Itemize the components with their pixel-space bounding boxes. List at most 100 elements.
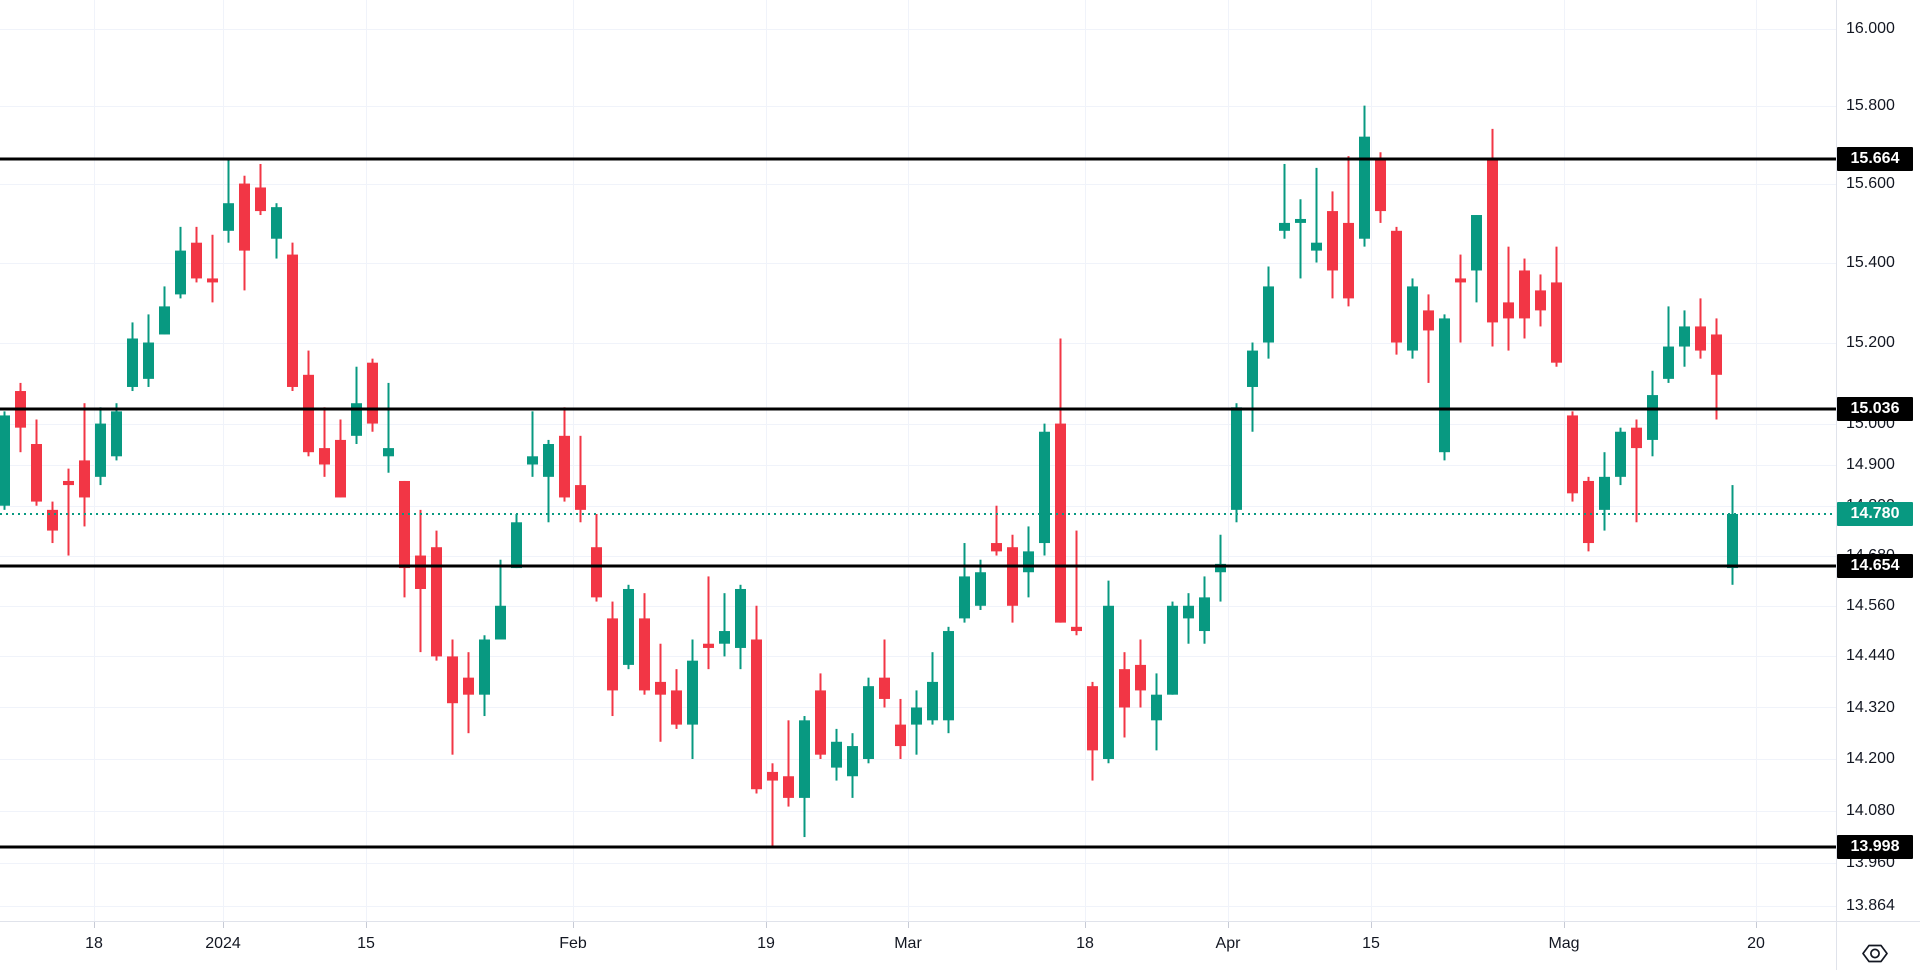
candle-body[interactable] <box>703 643 714 648</box>
candle-body[interactable] <box>463 677 474 695</box>
candle-body[interactable] <box>31 444 42 502</box>
candle-body[interactable] <box>159 306 170 335</box>
candle-body[interactable] <box>383 448 394 457</box>
candle-body[interactable] <box>1231 407 1242 510</box>
candle-body[interactable] <box>687 660 698 725</box>
candle-body[interactable] <box>127 338 138 387</box>
candle-body[interactable] <box>863 686 874 759</box>
candle-body[interactable] <box>1135 664 1146 691</box>
candle-body[interactable] <box>63 480 74 486</box>
candle-body[interactable] <box>1535 290 1546 311</box>
candle-body[interactable] <box>351 403 362 436</box>
candle-body[interactable] <box>815 690 826 755</box>
candle-body[interactable] <box>783 776 794 798</box>
candle-body[interactable] <box>1295 218 1306 223</box>
candle-body[interactable] <box>431 547 442 657</box>
candle-body[interactable] <box>367 362 378 424</box>
candle-body[interactable] <box>1407 286 1418 351</box>
candle-body[interactable] <box>1631 427 1642 449</box>
candle-body[interactable] <box>1359 136 1370 239</box>
candle-body[interactable] <box>959 576 970 619</box>
candle-body[interactable] <box>495 605 506 640</box>
candle-body[interactable] <box>1215 563 1226 573</box>
candle-body[interactable] <box>1519 270 1530 319</box>
candle-body[interactable] <box>623 588 634 665</box>
candle-body[interactable] <box>1391 230 1402 343</box>
candle-body[interactable] <box>1599 476 1610 510</box>
candle-body[interactable] <box>143 342 154 379</box>
candle-body[interactable] <box>1343 222 1354 299</box>
candle-body[interactable] <box>831 741 842 768</box>
candle-body[interactable] <box>1551 282 1562 363</box>
candlestick-chart-plot[interactable] <box>0 0 1836 921</box>
candle-body[interactable] <box>751 639 762 790</box>
price-scale-settings-icon[interactable] <box>1860 942 1890 965</box>
candle-body[interactable] <box>895 724 906 747</box>
candle-body[interactable] <box>1583 480 1594 544</box>
candle-body[interactable] <box>1727 513 1738 569</box>
candle-body[interactable] <box>575 485 586 510</box>
candle-body[interactable] <box>399 480 410 569</box>
candle-body[interactable] <box>1247 350 1258 387</box>
candle-body[interactable] <box>479 639 490 695</box>
candle-body[interactable] <box>303 374 314 453</box>
candle-body[interactable] <box>1007 547 1018 606</box>
candle-body[interactable] <box>1375 160 1386 212</box>
candle-body[interactable] <box>287 254 298 387</box>
candle-body[interactable] <box>0 415 10 506</box>
candle-body[interactable] <box>1055 423 1066 623</box>
candle-body[interactable] <box>1103 605 1114 759</box>
candle-body[interactable] <box>655 681 666 695</box>
price-scale-axis[interactable]: 14.80014.68016.00015.80015.60015.40015.2… <box>1836 0 1920 921</box>
time-scale-axis[interactable]: 18 2024 15 Feb 19 Mar 18 Apr 15 Mag 20 <box>0 921 1836 970</box>
candle-body[interactable] <box>1039 431 1050 544</box>
candle-body[interactable] <box>1279 222 1290 231</box>
candle-body[interactable] <box>1119 669 1130 708</box>
candle-body[interactable] <box>847 746 858 777</box>
candle-body[interactable] <box>1647 395 1658 440</box>
candle-body[interactable] <box>639 618 650 691</box>
candle-body[interactable] <box>1183 605 1194 619</box>
candle-body[interactable] <box>559 435 570 498</box>
candle-body[interactable] <box>943 631 954 721</box>
candle-body[interactable] <box>1151 694 1162 721</box>
candle-body[interactable] <box>1711 334 1722 375</box>
candle-body[interactable] <box>47 509 58 531</box>
candle-body[interactable] <box>1503 302 1514 319</box>
candle-body[interactable] <box>591 547 602 598</box>
candle-body[interactable] <box>1679 326 1690 347</box>
candle-body[interactable] <box>1487 160 1498 323</box>
candle-body[interactable] <box>415 555 426 589</box>
candle-body[interactable] <box>335 439 346 498</box>
candle-body[interactable] <box>1663 346 1674 379</box>
candle-body[interactable] <box>191 242 202 279</box>
candle-body[interactable] <box>799 720 810 798</box>
candle-body[interactable] <box>1263 286 1274 343</box>
candle-body[interactable] <box>1455 278 1466 283</box>
candle-body[interactable] <box>511 522 522 569</box>
candle-body[interactable] <box>1567 415 1578 494</box>
candle-body[interactable] <box>239 183 250 251</box>
candle-body[interactable] <box>1423 310 1434 331</box>
candle-body[interactable] <box>879 677 890 699</box>
candle-body[interactable] <box>671 690 682 725</box>
candle-body[interactable] <box>911 707 922 725</box>
candle-body[interactable] <box>543 444 554 477</box>
candle-body[interactable] <box>223 203 234 231</box>
candle-body[interactable] <box>607 618 618 691</box>
candle-body[interactable] <box>527 456 538 465</box>
candle-body[interactable] <box>719 631 730 644</box>
candle-body[interactable] <box>1615 431 1626 477</box>
candle-body[interactable] <box>1023 551 1034 573</box>
candle-body[interactable] <box>975 572 986 606</box>
candle-body[interactable] <box>1311 242 1322 251</box>
candle-body[interactable] <box>1071 626 1082 632</box>
candle-body[interactable] <box>1087 686 1098 751</box>
candle-body[interactable] <box>319 448 330 465</box>
candle-body[interactable] <box>1439 318 1450 453</box>
candle-body[interactable] <box>1327 211 1338 271</box>
candle-body[interactable] <box>207 278 218 283</box>
candle-body[interactable] <box>111 411 122 457</box>
candle-body[interactable] <box>271 207 282 239</box>
candle-body[interactable] <box>1199 597 1210 632</box>
